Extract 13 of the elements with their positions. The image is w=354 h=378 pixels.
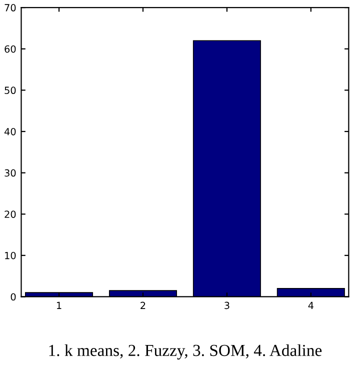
x-axis-title: 1. k means, 2. Fuzzy, 3. SOM, 4. Adaline (49, 344, 322, 360)
y-tick-label: 50 (4, 86, 16, 94)
y-tick-label: 0 (10, 293, 16, 301)
x-tick-label: 3 (224, 302, 230, 310)
x-tick-label: 1 (57, 302, 62, 309)
y-tick-label: 60 (4, 45, 16, 53)
x-tick-label: 2 (140, 302, 146, 309)
y-tick-label: 30 (4, 169, 16, 177)
y-tick-label: 70 (4, 4, 16, 12)
y-tick-label: 10 (5, 252, 16, 260)
y-tick-label: 40 (4, 128, 16, 136)
y-tick-label: 20 (4, 210, 16, 218)
x-tick-label: 4 (308, 302, 314, 309)
